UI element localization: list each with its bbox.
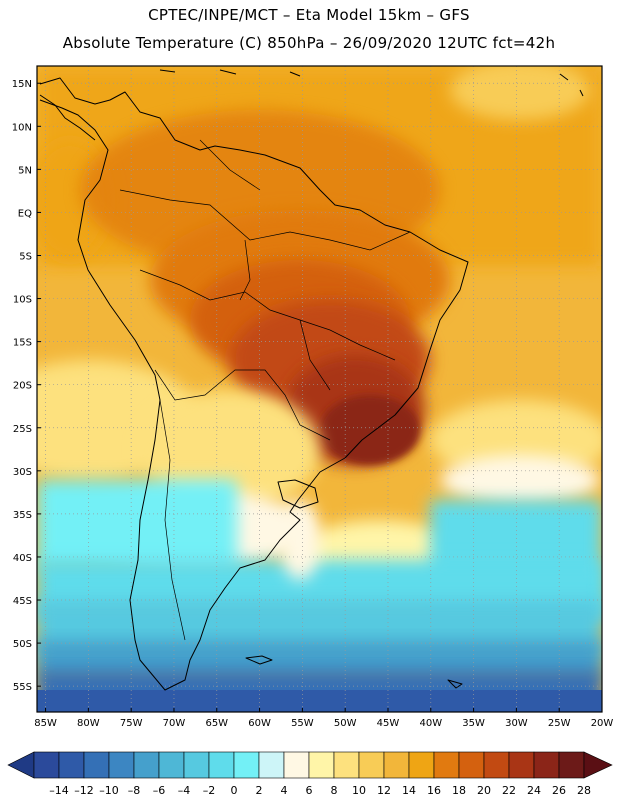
colorbar-swatch: [333, 751, 360, 779]
colorbar-swatch: [33, 751, 60, 779]
lat-label: 5S: [19, 251, 32, 262]
lon-label: 55W: [291, 718, 314, 729]
lat-label: 15N: [12, 79, 32, 90]
map-title-line1: CPTEC/INPE/MCT – Eta Model 15km – GFS: [148, 6, 470, 24]
lon-label: 85W: [34, 718, 57, 729]
colorbar-swatch: [283, 751, 310, 779]
colorbar-label: 20: [477, 784, 491, 797]
country-borders: [119, 139, 411, 641]
colorbar: –14 –12 –10 –8 –6 –4 –2 0 2 4 6 8 10 12 14 16 18 20 22 24 26…: [7, 751, 613, 797]
colorbar-label: –12: [74, 784, 94, 797]
colorbar-swatch: [433, 751, 460, 779]
caribbean-islands: [159, 69, 584, 97]
lon-label: 25W: [548, 718, 571, 729]
colorbar-swatch: [508, 751, 535, 779]
colorbar-swatch: [558, 751, 585, 779]
lat-label: 20S: [13, 381, 32, 392]
lon-label: 45W: [377, 718, 400, 729]
colorbar-label: 12: [377, 784, 391, 797]
latitude-labels: 15N 10N 5N EQ 5S 10S 15S 20S 25S 30S 35S 40S 45S 50S 5…: [12, 79, 41, 693]
falklands: [245, 655, 463, 689]
colorbar-label: –10: [99, 784, 119, 797]
south-america-coast: [39, 77, 469, 691]
colorbar-label: –14: [49, 784, 69, 797]
lon-label: 50W: [334, 718, 357, 729]
lat-label: 45S: [13, 596, 32, 607]
lat-label: 5N: [18, 165, 32, 176]
colorbar-label: –4: [178, 784, 191, 797]
lon-label: 20W: [591, 718, 614, 729]
colorbar-swatch: [58, 751, 85, 779]
lon-label: 30W: [505, 718, 528, 729]
lon-label: 35W: [462, 718, 485, 729]
colorbar-swatch: [358, 751, 385, 779]
lon-label: 60W: [248, 718, 271, 729]
colorbar-swatch: [533, 751, 560, 779]
lon-label: 40W: [419, 718, 442, 729]
colorbar-label: 26: [552, 784, 566, 797]
colorbar-swatch: [208, 751, 235, 779]
lon-label: 75W: [120, 718, 143, 729]
colorbar-swatch: [183, 751, 210, 779]
colorbar-swatch: [383, 751, 410, 779]
coastlines: [39, 69, 584, 691]
colorbar-swatch: [158, 751, 185, 779]
lon-label: 65W: [205, 718, 228, 729]
colorbar-label: –8: [128, 784, 141, 797]
lat-label: EQ: [18, 208, 32, 219]
central-america-coast: [39, 94, 96, 141]
colorbar-swatch: [233, 751, 260, 779]
colorbar-label: 0: [231, 784, 238, 797]
colorbar-label: 8: [331, 784, 338, 797]
temperature-field: [37, 66, 602, 712]
colorbar-label: 14: [402, 784, 416, 797]
longitude-labels: 85W 80W 75W 70W 65W 60W 55W 50W 45W 40W 35W 30W 25W 2…: [34, 708, 613, 729]
colorbar-label: 4: [281, 784, 288, 797]
colorbar-swatch: [308, 751, 335, 779]
colorbar-swatch: [483, 751, 510, 779]
colorbar-label: 2: [256, 784, 263, 797]
colorbar-swatch: [83, 751, 110, 779]
colorbar-label: 6: [306, 784, 313, 797]
colorbar-label: 24: [527, 784, 541, 797]
colorbar-swatch: [108, 751, 135, 779]
colorbar-high-arrow: [583, 751, 613, 779]
lat-label: 30S: [13, 467, 32, 478]
colorbar-label: 18: [452, 784, 466, 797]
plot-frame: [36, 65, 603, 713]
lat-label: 40S: [13, 553, 32, 564]
lat-label: 50S: [13, 639, 32, 650]
colorbar-label: 28: [577, 784, 591, 797]
colorbar-label: –2: [203, 784, 216, 797]
lat-label: 15S: [13, 338, 32, 349]
colorbar-label: 22: [502, 784, 516, 797]
colorbar-swatch: [458, 751, 485, 779]
map-title-line2: Absolute Temperature (C) 850hPa – 26/09/…: [62, 34, 556, 52]
colorbar-low-arrow: [7, 751, 35, 779]
lat-label: 35S: [13, 510, 32, 521]
colorbar-swatch: [133, 751, 160, 779]
lat-label: 10N: [12, 122, 32, 133]
lat-label: 25S: [13, 424, 32, 435]
lon-label: 80W: [77, 718, 100, 729]
plata-estuary: [277, 479, 319, 509]
lat-label: 55S: [13, 682, 32, 693]
lon-label: 70W: [163, 718, 186, 729]
colorbar-label: –6: [153, 784, 166, 797]
colorbar-label: 10: [352, 784, 366, 797]
colorbar-swatch: [408, 751, 435, 779]
colorbar-swatch: [258, 751, 285, 779]
colorbar-label: 16: [427, 784, 441, 797]
lat-label: 10S: [13, 295, 32, 306]
